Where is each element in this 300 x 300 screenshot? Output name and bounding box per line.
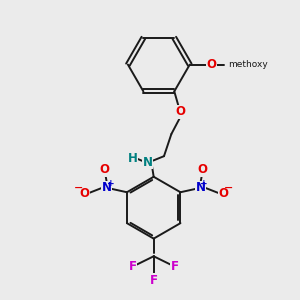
Text: O: O	[100, 163, 110, 176]
Text: O: O	[218, 187, 228, 200]
Text: +: +	[107, 179, 115, 188]
Text: methoxy: methoxy	[228, 60, 268, 69]
Text: N: N	[196, 181, 206, 194]
Text: −: −	[74, 183, 83, 193]
Text: O: O	[207, 58, 217, 71]
Text: O: O	[198, 163, 208, 176]
Text: −: −	[224, 183, 233, 193]
Text: N: N	[143, 156, 153, 169]
Text: O: O	[79, 187, 89, 200]
Text: H: H	[128, 152, 137, 165]
Text: F: F	[128, 260, 136, 273]
Text: +: +	[200, 179, 208, 188]
Text: O: O	[175, 106, 185, 118]
Text: F: F	[171, 260, 179, 273]
Text: N: N	[102, 181, 112, 194]
Text: F: F	[150, 274, 158, 287]
